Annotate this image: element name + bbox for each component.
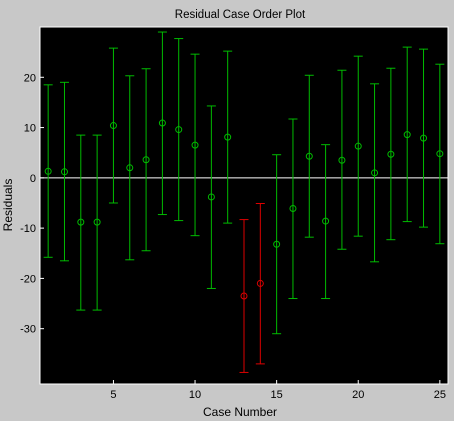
x-tick-label: 10 — [189, 389, 201, 401]
y-tick-label: -10 — [20, 223, 36, 235]
residual-18 — [321, 144, 331, 300]
residual-point — [191, 141, 199, 149]
residual-point — [273, 240, 281, 248]
residual-25 — [435, 63, 445, 245]
residual-point — [93, 218, 101, 226]
x-tick-label: 5 — [110, 389, 116, 401]
residual-14 — [255, 202, 265, 365]
residual-point — [77, 218, 85, 226]
residual-point — [256, 279, 264, 287]
residual-16 — [288, 118, 298, 300]
chart-title: Residual Case Order Plot — [175, 9, 306, 21]
residual-point — [338, 156, 346, 164]
y-tick-label: -20 — [20, 273, 36, 285]
chart-marks — [40, 31, 448, 373]
y-tick-label: -30 — [20, 324, 36, 336]
axes: 5 10 15 20 25 -30 -20 -10 0 10 20 — [20, 72, 446, 401]
residual-6 — [125, 75, 135, 261]
residual-9 — [174, 38, 184, 222]
x-tick-label: 15 — [271, 389, 283, 401]
residual-2 — [59, 81, 69, 262]
residual-point — [175, 126, 183, 134]
residual-point — [403, 131, 411, 139]
x-tick-label: 20 — [352, 389, 364, 401]
y-tick-label: 10 — [24, 123, 36, 135]
residual-20 — [353, 55, 363, 237]
residual-point — [126, 164, 134, 172]
residual-point — [420, 134, 428, 142]
residual-point — [305, 152, 313, 160]
residual-4 — [92, 134, 102, 311]
residual-point — [387, 150, 395, 158]
residual-point — [322, 217, 330, 225]
residual-point — [224, 133, 232, 141]
x-axis-title: Case Number — [203, 405, 277, 419]
y-tick-label: 0 — [30, 173, 36, 185]
residual-24 — [419, 48, 429, 228]
residual-21 — [370, 83, 380, 263]
residual-point — [371, 169, 379, 177]
residual-point — [142, 156, 150, 164]
residual-point — [240, 292, 248, 300]
residual-19 — [337, 69, 347, 250]
residual-12 — [223, 50, 233, 224]
y-tick-label: 20 — [24, 72, 36, 84]
residual-11 — [206, 105, 216, 289]
residual-point — [158, 119, 166, 127]
residual-point — [60, 168, 68, 176]
residual-8 — [157, 31, 167, 216]
residual-15 — [272, 154, 282, 335]
residual-17 — [304, 74, 314, 238]
residual-point — [436, 150, 444, 158]
y-axis-title: Residuals — [1, 179, 15, 232]
residual-1 — [43, 84, 53, 258]
residual-23 — [402, 46, 412, 223]
residual-point — [109, 122, 117, 130]
residual-point — [44, 167, 52, 175]
x-tick-label: 25 — [434, 389, 446, 401]
residual-7 — [141, 68, 151, 252]
residual-5 — [108, 47, 118, 204]
residual-point — [207, 193, 215, 201]
residual-13 — [239, 219, 249, 373]
residual-22 — [386, 67, 396, 241]
residual-point — [289, 205, 297, 213]
residual-10 — [190, 53, 200, 237]
residual-3 — [76, 134, 86, 311]
residual-point — [354, 142, 362, 150]
